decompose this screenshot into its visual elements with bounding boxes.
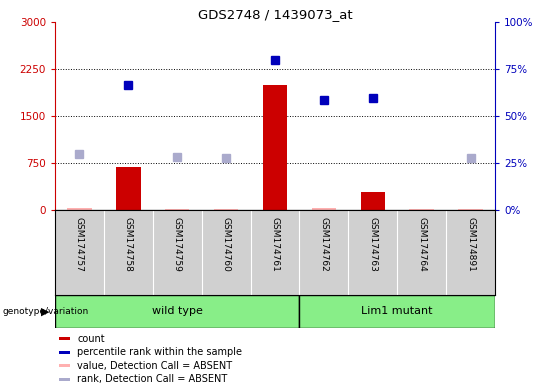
Text: GSM174763: GSM174763 — [368, 217, 377, 271]
Bar — [59, 351, 70, 354]
Text: rank, Detection Call = ABSENT: rank, Detection Call = ABSENT — [77, 374, 227, 384]
Title: GDS2748 / 1439073_at: GDS2748 / 1439073_at — [198, 8, 352, 21]
Text: genotype/variation: genotype/variation — [3, 307, 89, 316]
Text: value, Detection Call = ABSENT: value, Detection Call = ABSENT — [77, 361, 232, 371]
Text: GSM174762: GSM174762 — [319, 217, 328, 271]
Bar — [263, 84, 287, 210]
Text: GSM174764: GSM174764 — [417, 217, 426, 271]
Text: GSM174760: GSM174760 — [221, 217, 231, 271]
Text: Lim1 mutant: Lim1 mutant — [361, 306, 433, 316]
Bar — [300, 295, 495, 328]
Text: GSM174757: GSM174757 — [75, 217, 84, 271]
Bar — [116, 167, 140, 210]
Bar — [59, 338, 70, 340]
Text: ▶: ▶ — [41, 306, 50, 316]
Text: count: count — [77, 334, 105, 344]
Bar — [59, 364, 70, 367]
Text: GSM174759: GSM174759 — [173, 217, 182, 271]
Text: GSM174761: GSM174761 — [271, 217, 280, 271]
Bar — [55, 295, 300, 328]
Bar — [59, 378, 70, 381]
Bar — [312, 208, 336, 210]
Bar — [214, 209, 238, 210]
Bar — [165, 209, 190, 210]
Text: GSM174891: GSM174891 — [466, 217, 475, 271]
Bar — [67, 208, 92, 210]
Bar — [361, 192, 385, 210]
Text: percentile rank within the sample: percentile rank within the sample — [77, 347, 242, 357]
Text: wild type: wild type — [152, 306, 202, 316]
Bar — [458, 209, 483, 210]
Text: GSM174758: GSM174758 — [124, 217, 133, 271]
Bar — [409, 209, 434, 210]
